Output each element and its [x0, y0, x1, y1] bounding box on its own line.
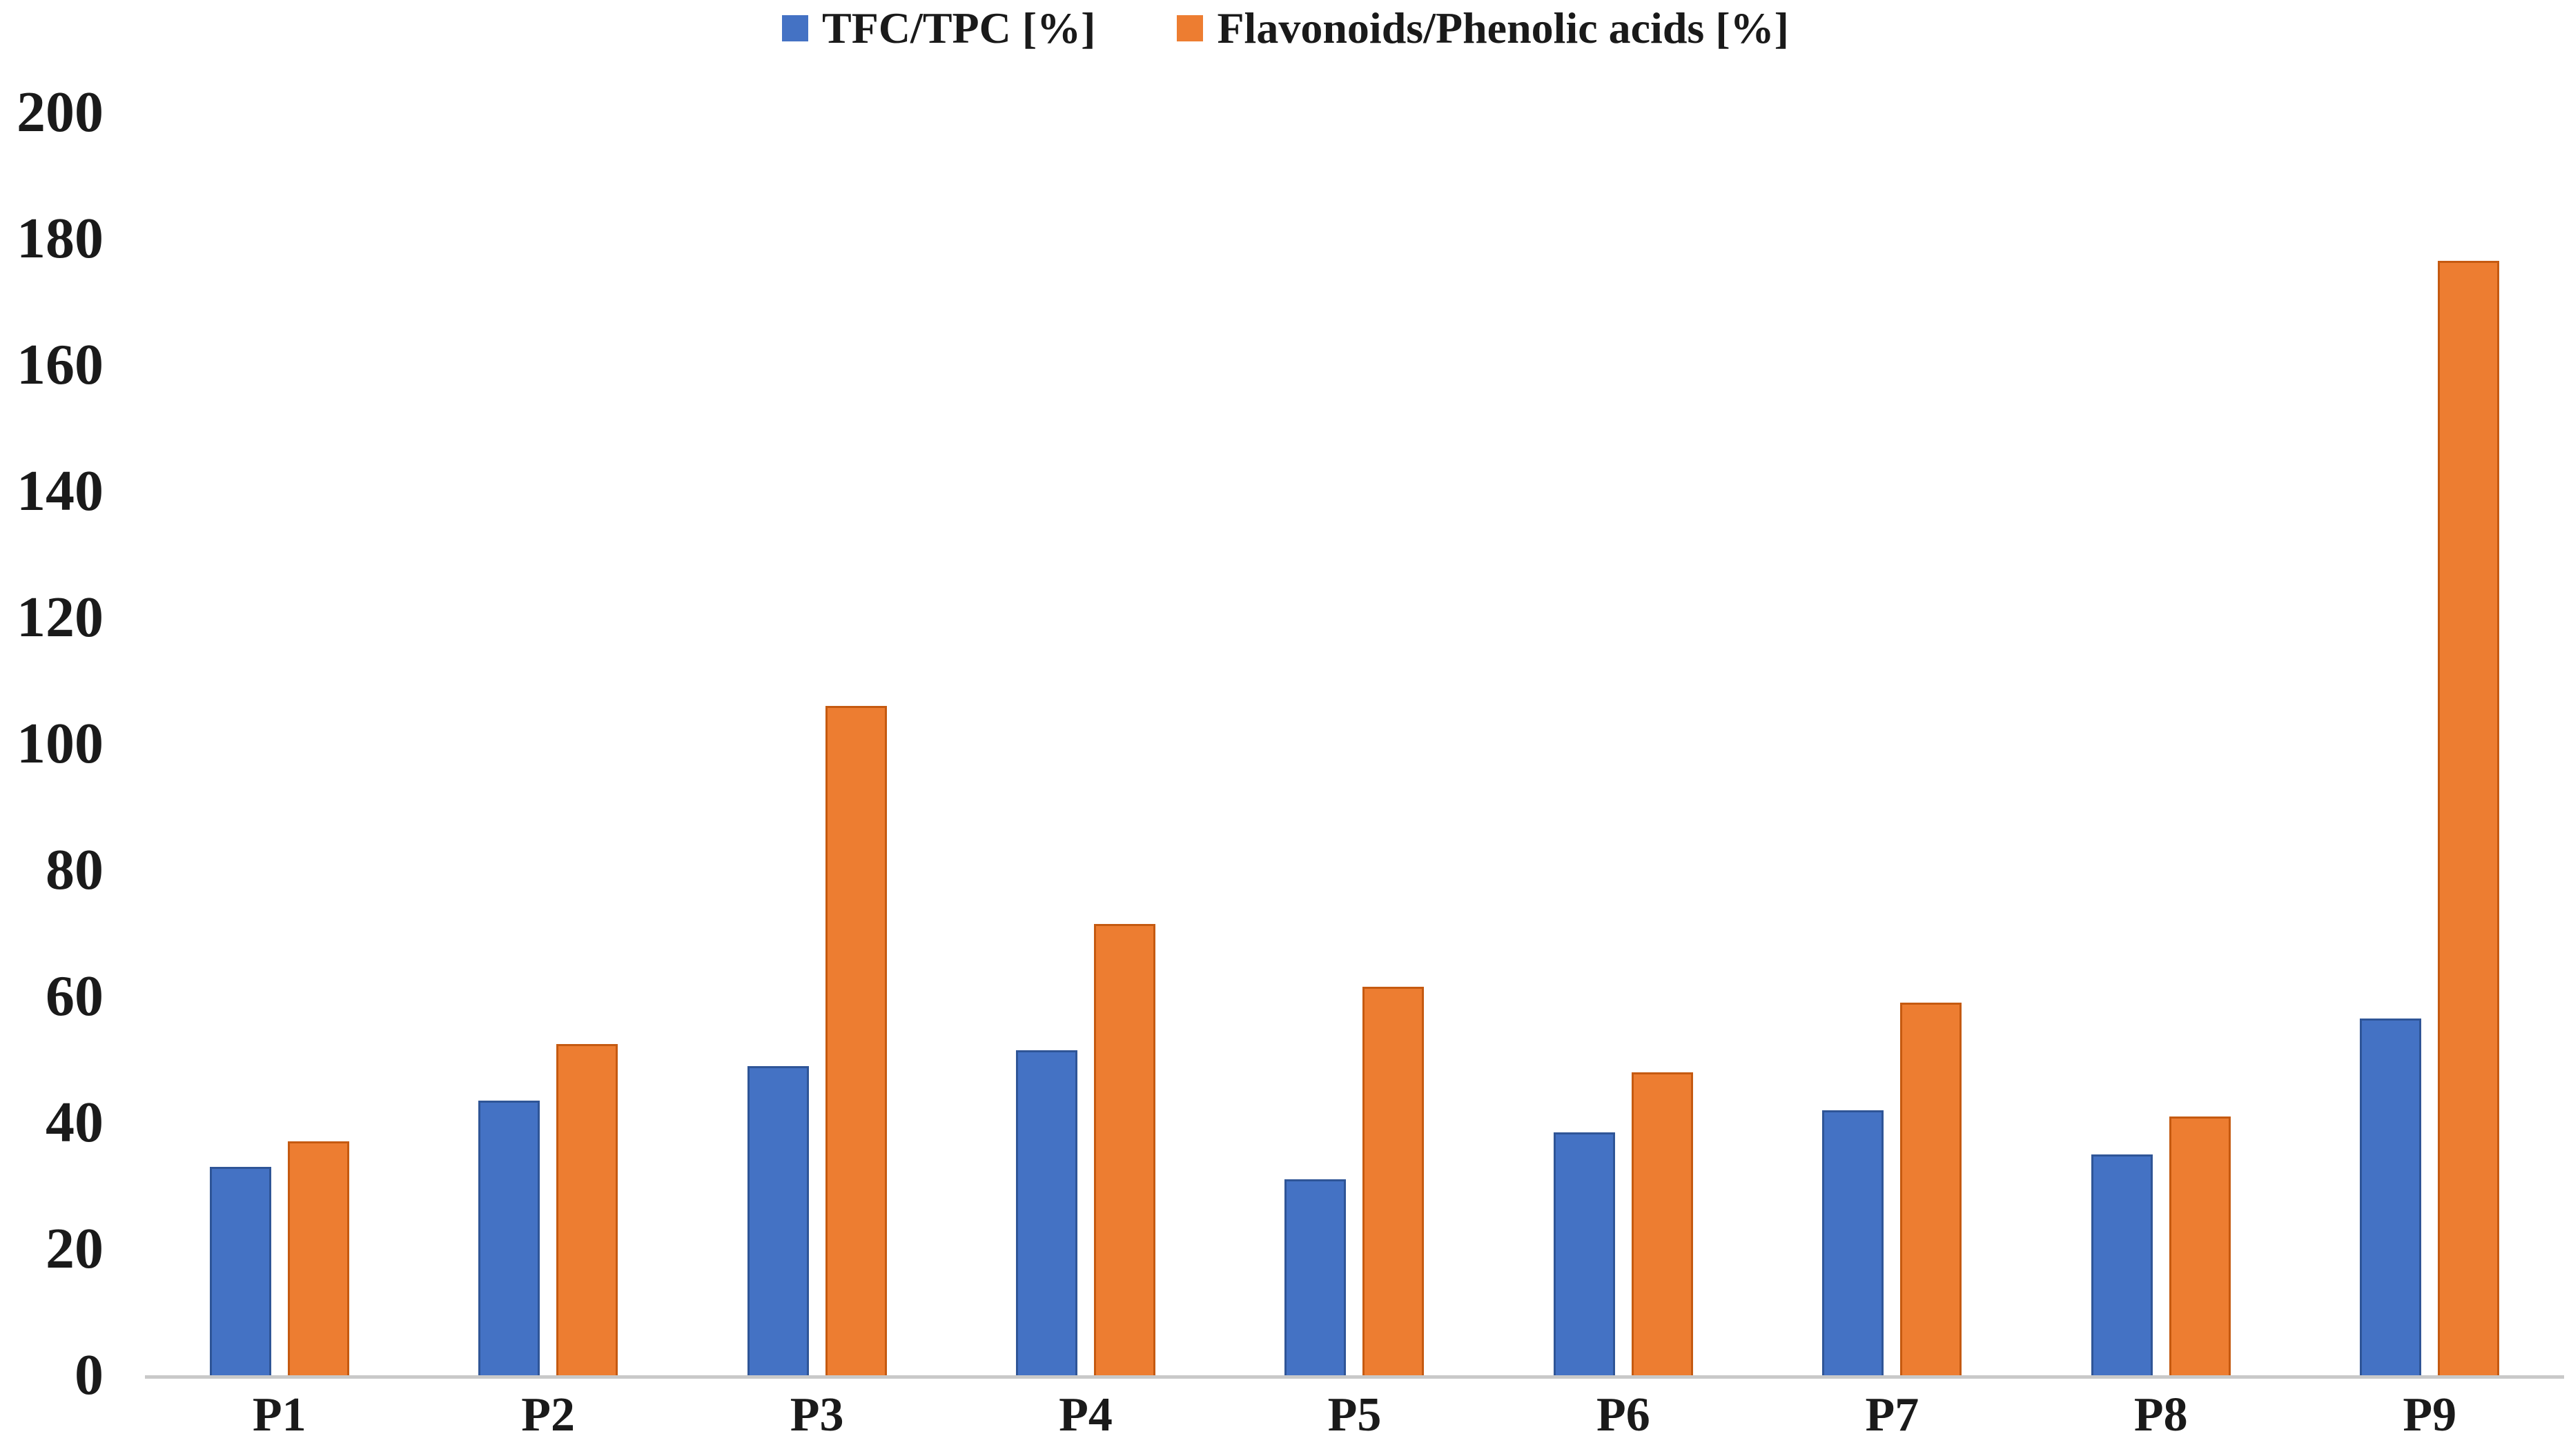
legend-color-swatch-orange — [1177, 15, 1204, 42]
bar-group-p1 — [145, 112, 413, 1375]
bar-p3-flavonoids-phenolic-acids — [825, 706, 887, 1375]
y-axis-tick-label: 100 — [17, 711, 104, 776]
bar-p4-flavonoids-phenolic-acids — [1094, 923, 1156, 1375]
y-axis-tick-label: 20 — [46, 1217, 104, 1281]
x-axis-label-p5: P5 — [1327, 1388, 1382, 1442]
x-axis-label-p9: P9 — [2403, 1388, 2457, 1442]
x-axis-label-p7: P7 — [1865, 1388, 1919, 1442]
y-axis-tick-label: 80 — [46, 838, 104, 902]
bar-group-p7 — [1758, 112, 2026, 1375]
bar-p9-flavonoids-phenolic-acids — [2438, 261, 2500, 1375]
bar-p9-tfc-tpc — [2360, 1019, 2422, 1375]
x-axis: P1 P2 P3 P4 P5 P6 P7 P8 P9 — [145, 1391, 2564, 1439]
bar-p4-tfc-tpc — [1016, 1050, 1078, 1375]
x-axis-label-p6: P6 — [1596, 1388, 1650, 1442]
bar-p6-tfc-tpc — [1553, 1132, 1615, 1375]
y-axis-tick-label: 200 — [17, 80, 104, 144]
bar-group-p5 — [1220, 112, 1489, 1375]
chart-legend: TFC/TPC [%] Flavonoids/Phenolic acids [%… — [0, 3, 2571, 52]
bar-group-p3 — [683, 112, 951, 1375]
y-axis-tick-label: 120 — [17, 585, 104, 649]
bar-p8-tfc-tpc — [2091, 1154, 2153, 1375]
legend-item-flavonoids: Flavonoids/Phenolic acids [%] — [1177, 3, 1789, 52]
legend-label-flavonoids: Flavonoids/Phenolic acids [%] — [1217, 3, 1789, 52]
bar-p5-flavonoids-phenolic-acids — [1362, 987, 1425, 1375]
x-axis-label-p4: P4 — [1059, 1388, 1113, 1442]
bar-group-p8 — [2026, 112, 2295, 1375]
x-axis-label-p2: P2 — [521, 1388, 576, 1442]
y-axis: 0 20 40 60 80 100 120 140 160 180 200 — [0, 0, 110, 1456]
bar-p6-flavonoids-phenolic-acids — [1631, 1072, 1693, 1375]
plot-area — [145, 112, 2564, 1379]
x-axis-label-p3: P3 — [790, 1388, 844, 1442]
bar-p1-tfc-tpc — [209, 1167, 271, 1375]
y-axis-tick-label: 60 — [46, 964, 104, 1028]
bar-p2-flavonoids-phenolic-acids — [556, 1043, 618, 1375]
bar-group-p9 — [2296, 112, 2564, 1375]
y-axis-tick-label: 0 — [75, 1343, 104, 1407]
bar-p2-tfc-tpc — [478, 1100, 540, 1375]
x-axis-label-p8: P8 — [2133, 1388, 2188, 1442]
x-axis-label-p1: P1 — [252, 1388, 306, 1442]
bar-p8-flavonoids-phenolic-acids — [2169, 1116, 2231, 1375]
bar-group-p4 — [951, 112, 1220, 1375]
bar-group-p2 — [413, 112, 682, 1375]
legend-label-tfc-tpc: TFC/TPC [%] — [822, 3, 1096, 52]
legend-item-tfc-tpc: TFC/TPC [%] — [782, 3, 1096, 52]
bar-p7-tfc-tpc — [1822, 1110, 1884, 1375]
bar-p5-tfc-tpc — [1284, 1179, 1347, 1375]
y-axis-tick-label: 40 — [46, 1090, 104, 1154]
legend-color-swatch-blue — [782, 15, 809, 42]
y-axis-tick-label: 160 — [17, 333, 104, 397]
bar-groups — [145, 112, 2564, 1375]
bar-p3-tfc-tpc — [747, 1065, 809, 1375]
bar-p1-flavonoids-phenolic-acids — [287, 1141, 349, 1375]
bar-p7-flavonoids-phenolic-acids — [1900, 1003, 1962, 1375]
bar-group-p6 — [1489, 112, 1757, 1375]
y-axis-tick-label: 180 — [17, 206, 104, 270]
y-axis-tick-label: 140 — [17, 459, 104, 523]
